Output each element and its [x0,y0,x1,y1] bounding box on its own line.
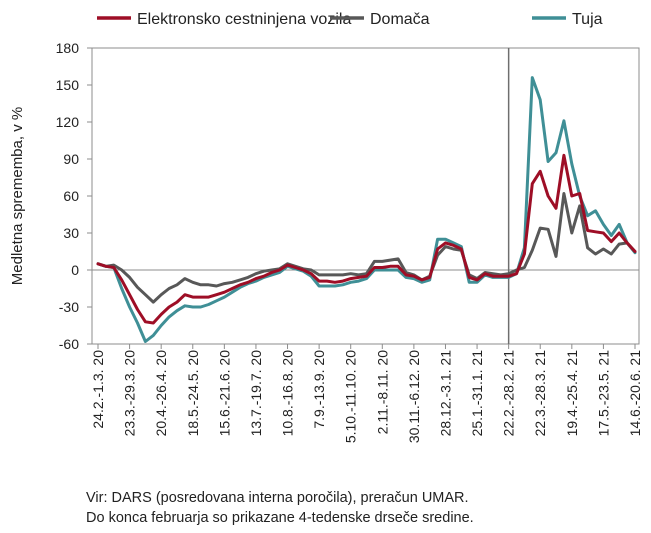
legend: Elektronsko cestninjena vozila Domača Tuja [97,11,603,28]
series-line-2 [96,76,637,343]
y-tick-label: -60 [59,336,79,352]
legend-label: Domača [370,11,430,28]
x-tick-label: 15.6.-21.6. 20 [216,350,232,437]
y-tick-label: 90 [63,151,79,167]
x-tick-label: 28.12.-3.1. 21 [437,350,453,437]
x-tick-label: 14.6.-20.6. 21 [627,350,643,437]
y-tick-label: -30 [59,299,79,315]
y-axis: -60 -30 0 30 60 90 120 150 180 [56,40,92,352]
x-tick-label: 2.11.-8.11. 20 [374,350,390,435]
x-tick-label: 5.10.-11.10. 20 [343,350,359,443]
x-tick-label: 13.7.-19.7. 20 [248,350,264,437]
plot-area [91,47,640,345]
legend-label: Elektronsko cestninjena vozila [137,11,351,28]
x-tick-label: 25.1.-31.1. 21 [469,350,485,437]
y-tick-label: 0 [71,262,79,278]
source-note-line-2: Do konca februarja so prikazane 4-tedens… [86,510,474,526]
x-axis: 24.2.-1.3. 20 23.3.-29.3. 20 20.4.-26.4. 2… [90,344,643,443]
y-tick-label: 180 [56,40,80,56]
plot-frame [91,47,640,345]
x-tick-label: 18.5.-24.5. 20 [185,350,201,437]
source-note-line-1: Vir: DARS (posredovana interna poročila)… [86,490,469,506]
x-tick-label: 20.4.-26.4. 20 [153,350,169,437]
x-tick-label: 17.5.-23.5. 21 [595,350,611,437]
y-axis-label: Medletna sprememba, v % [9,107,26,285]
x-tick-label: 19.4.-25.4. 21 [564,350,580,437]
series-line-0 [96,153,637,325]
y-tick-label: 30 [63,225,79,241]
x-tick-label: 24.2.-1.3. 20 [90,350,106,429]
y-tick-label: 150 [56,77,80,93]
x-tick-label: 7.9.-13.9. 20 [311,350,327,429]
y-tick-label: 60 [63,188,79,204]
x-tick-label: 23.3.-29.3. 20 [122,350,138,437]
legend-label: Tuja [572,11,603,28]
x-tick-label: 10.8.-16.8. 20 [280,350,296,437]
x-tick-label: 22.3.-28.3. 21 [532,350,548,437]
x-tick-label: 22.2.-28.2. 21 [501,350,517,437]
x-tick-label: 30.11.-6.12. 20 [406,350,422,443]
series-line-1 [96,192,637,304]
y-tick-label: 120 [56,114,80,130]
